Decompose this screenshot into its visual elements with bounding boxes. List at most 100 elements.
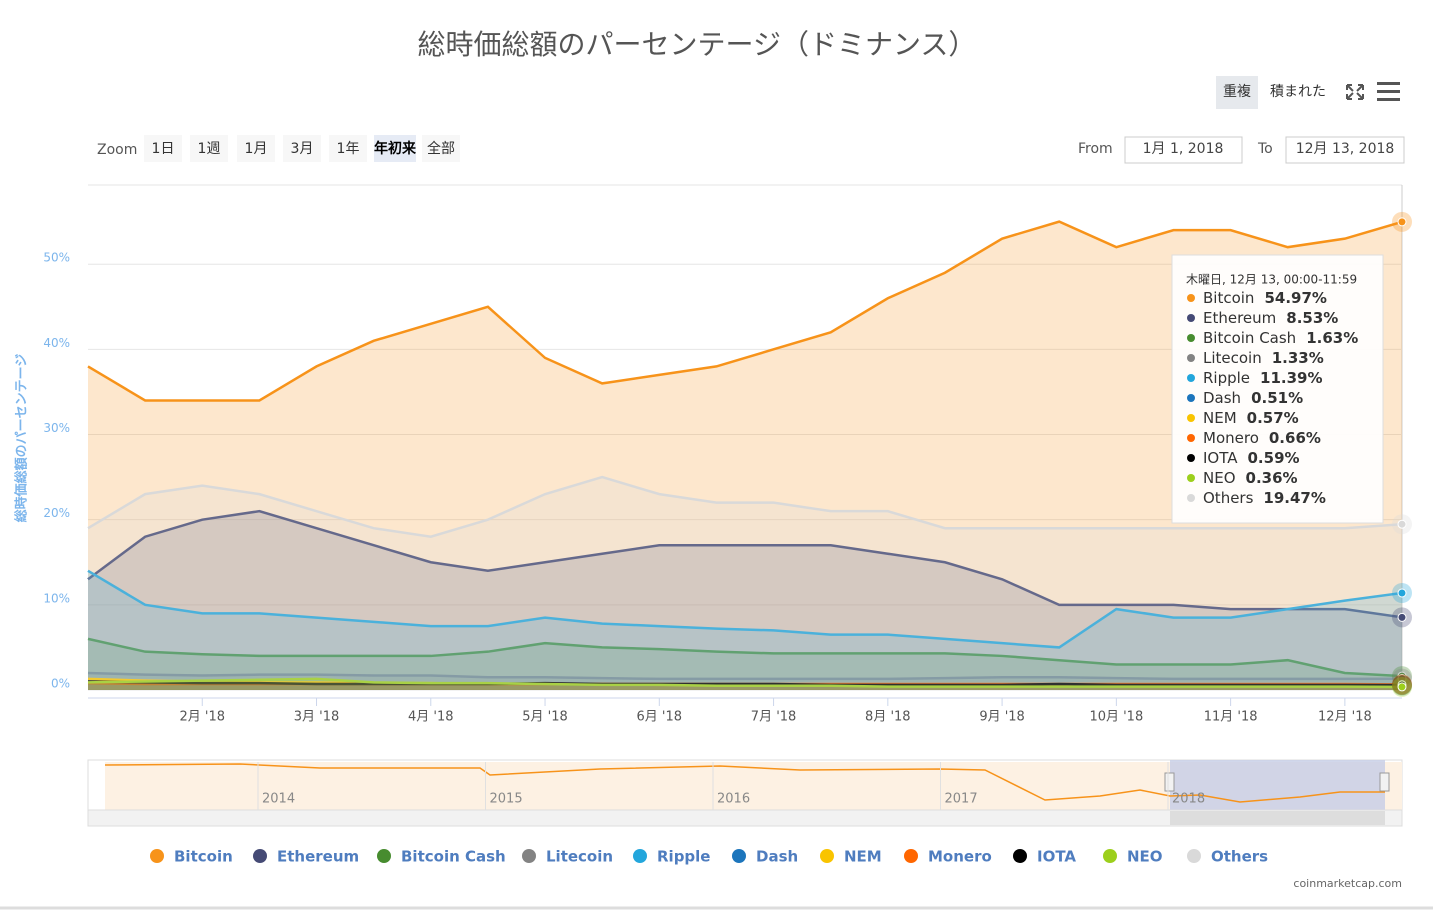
series-line: [87, 509, 1403, 619]
tooltip-name: Ripple: [1203, 369, 1250, 387]
tooltip-value: 0.51%: [1251, 389, 1303, 407]
x-tick-label: 2月 '18: [179, 710, 225, 725]
legend-label[interactable]: IOTA: [1037, 848, 1076, 866]
tooltip-name: Monero: [1203, 429, 1259, 447]
to-input[interactable]: 12月 13, 2018: [1296, 141, 1395, 157]
navigator-handle[interactable]: [1164, 772, 1175, 792]
tooltip-dot: [1187, 434, 1195, 442]
chart-title: 総時価総額のパーセンテージ（ドミナンス）: [418, 28, 977, 61]
x-tick-label: 9月 '18: [979, 710, 1025, 725]
y-tick-label: 0%: [51, 677, 70, 691]
series-line: [87, 671, 1403, 681]
navigator-year: 2018: [1172, 792, 1205, 807]
zoom-button[interactable]: 年初来: [374, 140, 417, 157]
legend-label[interactable]: Ripple: [657, 848, 710, 866]
tooltip-item: Monero 0.66%: [1203, 429, 1321, 447]
fullscreen-icon[interactable]: [1346, 84, 1364, 100]
zoom-button-bg: [190, 135, 228, 162]
tooltip-item: Ethereum 8.53%: [1203, 309, 1338, 327]
legend-symbol: [904, 849, 918, 863]
overlap-button[interactable]: 重複: [1223, 83, 1251, 100]
from-label: From: [1078, 141, 1113, 157]
series-line: [87, 677, 1403, 689]
series-line: [87, 680, 1403, 687]
tooltip-dot: [1187, 474, 1195, 482]
y-tick-label: 50%: [43, 251, 70, 265]
legend-label[interactable]: Dash: [756, 848, 798, 866]
series-area: [88, 511, 1402, 690]
zoom-button[interactable]: 1週: [198, 141, 221, 157]
zoom-button-bg: [237, 135, 275, 162]
to-input-box[interactable]: [1285, 136, 1405, 164]
legend-symbol: [253, 849, 267, 863]
zoom-button-bg: [374, 135, 416, 162]
from-input[interactable]: 1月 1, 2018: [1143, 141, 1224, 157]
tooltip-dot: [1187, 294, 1195, 302]
from-input-box[interactable]: [1124, 136, 1243, 164]
x-tick-label: 11月 '18: [1204, 710, 1258, 725]
zoom-button-bg: [329, 135, 367, 162]
scrollbar[interactable]: [87, 809, 1403, 827]
legend-symbol: [1103, 849, 1117, 863]
credit: coinmarketcap.com: [1293, 877, 1402, 890]
end-marker: [1397, 217, 1407, 227]
x-tick-label: 6月 '18: [637, 710, 683, 725]
zoom-button-bg: [144, 135, 182, 162]
navigator-year: 2014: [262, 792, 295, 807]
x-tick-label: 12月 '18: [1318, 710, 1372, 725]
tooltip-value: 0.36%: [1246, 469, 1298, 487]
navigator: 2014 2015 2016 2017 2018: [87, 759, 1403, 827]
tooltip-value: 0.66%: [1269, 429, 1321, 447]
x-tick-label: 5月 '18: [522, 710, 568, 725]
end-marker: [1397, 588, 1407, 598]
zoom-button[interactable]: 3月: [291, 141, 314, 157]
navigator-handle[interactable]: [1379, 772, 1390, 792]
x-tick-label: 3月 '18: [294, 710, 340, 725]
series-area: [88, 477, 1402, 690]
legend-label[interactable]: Litecoin: [546, 848, 613, 866]
tooltip-item: Dash 0.51%: [1203, 389, 1303, 407]
zoom-button-bg: [283, 135, 321, 162]
y-tick-label: 10%: [43, 591, 70, 605]
zoom-label: Zoom: [97, 142, 137, 158]
tooltip-value: 0.57%: [1247, 409, 1299, 427]
x-tick-label: 4月 '18: [408, 710, 454, 725]
tooltip-item: Litecoin 1.33%: [1203, 349, 1324, 367]
tooltip-value: 19.47%: [1263, 489, 1325, 507]
menu-icon[interactable]: [1377, 82, 1400, 101]
zoom-button[interactable]: 全部: [427, 140, 455, 157]
tooltip-item: NEM 0.57%: [1203, 409, 1299, 427]
legend-label[interactable]: Ethereum: [277, 848, 359, 866]
navigator-selection[interactable]: [1170, 760, 1385, 810]
tooltip-name: Dash: [1203, 389, 1241, 407]
tooltip-box: [1171, 254, 1384, 524]
legend-label[interactable]: NEM: [844, 848, 882, 866]
tooltip-item: NEO 0.36%: [1203, 469, 1298, 487]
tooltip-name: NEO: [1203, 469, 1236, 487]
zoom-button[interactable]: 1年: [337, 141, 360, 157]
y-tick-label: 20%: [43, 506, 70, 520]
series-line: [87, 220, 1403, 402]
legend-label[interactable]: Bitcoin: [174, 848, 233, 866]
tooltip-dot: [1187, 414, 1195, 422]
legend-label[interactable]: NEO: [1127, 848, 1163, 866]
tooltip-item: IOTA 0.59%: [1203, 449, 1300, 467]
tooltip-dot: [1187, 494, 1195, 502]
zoom-button[interactable]: 1月: [245, 141, 268, 157]
legend-symbol: [150, 849, 164, 863]
overlap-button-bg: [1216, 76, 1258, 109]
tooltip-dot: [1187, 334, 1195, 342]
tooltip-name: Litecoin: [1203, 349, 1262, 367]
tooltip-dot: [1187, 394, 1195, 402]
legend-label[interactable]: Monero: [928, 848, 992, 866]
legend-label[interactable]: Others: [1211, 848, 1268, 866]
tooltip-item: Bitcoin 54.97%: [1203, 289, 1327, 307]
stacked-button[interactable]: 積まれた: [1270, 84, 1326, 100]
scrollbar-thumb[interactable]: [1170, 811, 1385, 825]
legend-label[interactable]: Bitcoin Cash: [401, 848, 506, 866]
tooltip-value: 1.63%: [1306, 329, 1358, 347]
tooltip-item: Ripple 11.39%: [1203, 369, 1323, 387]
zoom-button[interactable]: 1日: [152, 141, 175, 157]
tooltip-value: 1.33%: [1272, 349, 1324, 367]
